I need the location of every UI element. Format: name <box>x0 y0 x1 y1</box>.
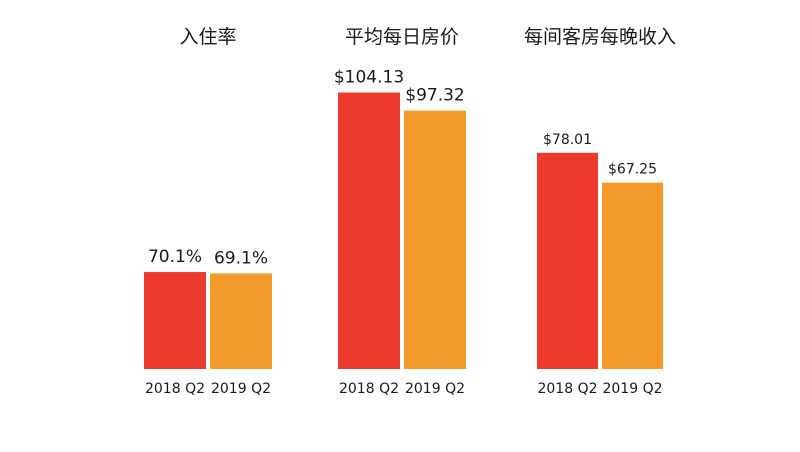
bar-1-2 <box>210 273 272 369</box>
data-label-3-2: $67.25 <box>608 162 657 178</box>
category-label-2-1: 2018 Q2 <box>339 381 399 397</box>
chart-panel-3: 每间客房每晚收入 $78.01 2018 Q2 $67.25 2019 Q2 <box>524 26 676 397</box>
category-label-3-1: 2018 Q2 <box>537 381 597 397</box>
bar-3-1 <box>537 152 598 369</box>
panel-title-1: 入住率 <box>179 26 236 48</box>
data-label-1-1: 70.1% <box>148 247 202 267</box>
category-label-1-2: 2019 Q2 <box>211 381 271 397</box>
chart-panel-1: 入住率 70.1% 2018 Q2 69.1% 2019 Q2 <box>144 26 272 397</box>
data-label-2-2: $97.32 <box>405 86 464 106</box>
panel-title-2: 平均每日房价 <box>345 26 459 48</box>
category-label-2-2: 2019 Q2 <box>405 381 465 397</box>
data-label-1-2: 69.1% <box>214 248 268 268</box>
category-label-3-2: 2019 Q2 <box>602 381 662 397</box>
bar-1-1 <box>144 272 206 369</box>
chart-panel-2: 平均每日房价 $104.13 2018 Q2 $97.32 2019 Q2 <box>334 26 466 397</box>
panel-title-3: 每间客房每晚收入 <box>524 26 676 48</box>
bar-2-1 <box>338 92 400 369</box>
category-label-1-1: 2018 Q2 <box>145 381 205 397</box>
data-label-3-1: $78.01 <box>543 132 592 148</box>
bar-3-2 <box>602 182 663 369</box>
data-label-2-1: $104.13 <box>334 68 404 88</box>
bar-2-2 <box>404 110 466 369</box>
